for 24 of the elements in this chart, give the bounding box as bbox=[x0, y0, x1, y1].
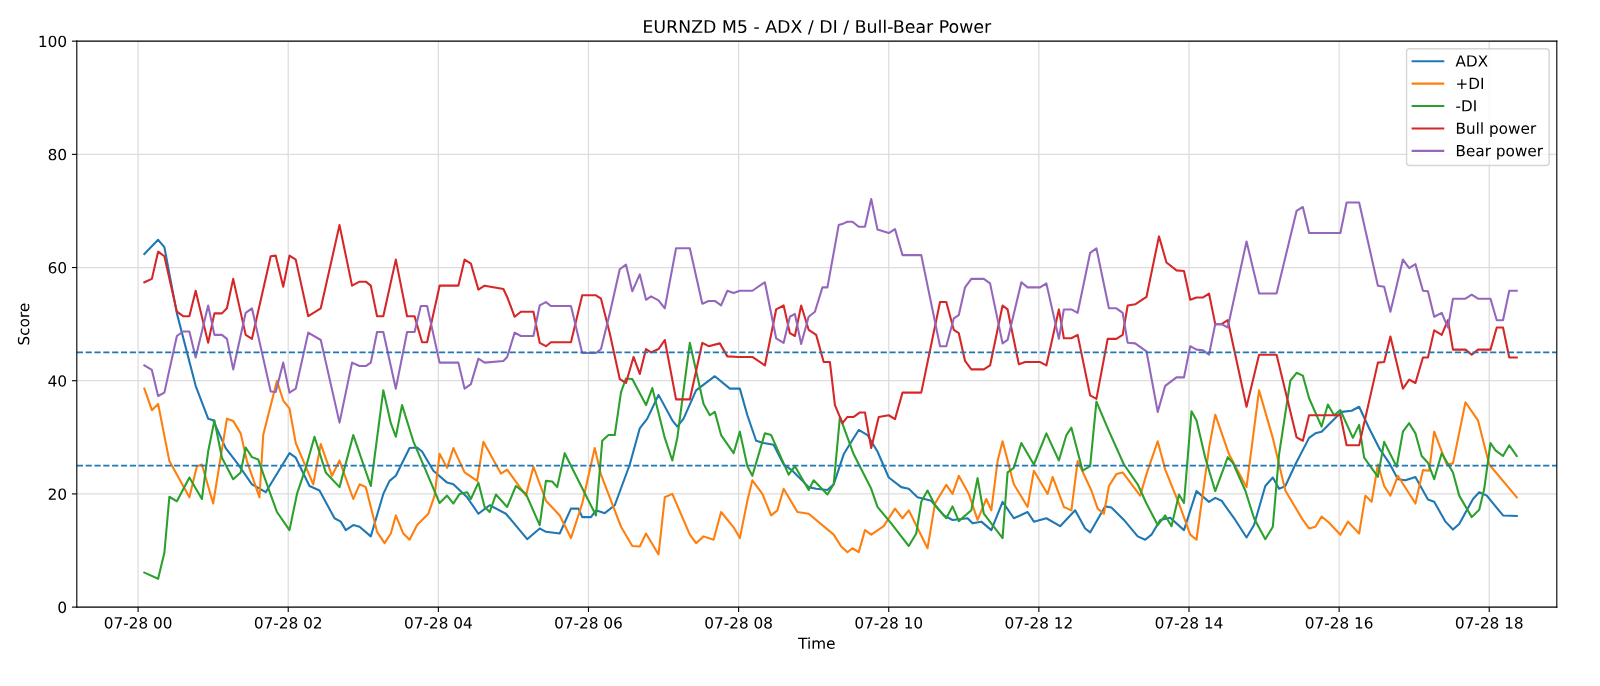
legend-label: +DI bbox=[1457, 77, 1484, 89]
legend-label: Bear power bbox=[1456, 145, 1544, 160]
y-tick-label: 80 bbox=[48, 148, 67, 161]
x-tick-label: 07-28 08 bbox=[705, 617, 772, 629]
x-tick-label: 07-28 06 bbox=[555, 617, 622, 629]
chart-title: EURNZD M5 - ADX / DI / Bull-Bear Power bbox=[644, 19, 992, 35]
x-tick-label: 07-28 12 bbox=[1005, 617, 1072, 629]
x-tick-label: 07-28 14 bbox=[1155, 617, 1223, 629]
y-axis-title: Score bbox=[17, 303, 30, 345]
y-tick-label: 60 bbox=[48, 262, 67, 274]
y-tick-label: 0 bbox=[58, 601, 67, 614]
y-tick-label: 100 bbox=[39, 35, 67, 48]
x-tick-label: 07-28 04 bbox=[405, 617, 472, 629]
x-tick-label: 07-28 10 bbox=[855, 617, 923, 629]
x-tick-label: 07-28 00 bbox=[104, 617, 172, 629]
x-tick-label: 07-28 18 bbox=[1455, 617, 1523, 629]
legend-label: Bull power bbox=[1456, 122, 1537, 137]
x-tick-label: 07-28 16 bbox=[1305, 617, 1373, 629]
y-tick-label: 40 bbox=[48, 375, 67, 387]
legend-label: ADX bbox=[1455, 55, 1488, 67]
legend-label: -DI bbox=[1456, 100, 1476, 112]
x-axis-title: Time bbox=[798, 637, 835, 649]
y-tick-label: 20 bbox=[48, 488, 67, 500]
x-tick-label: 07-28 02 bbox=[254, 617, 322, 629]
